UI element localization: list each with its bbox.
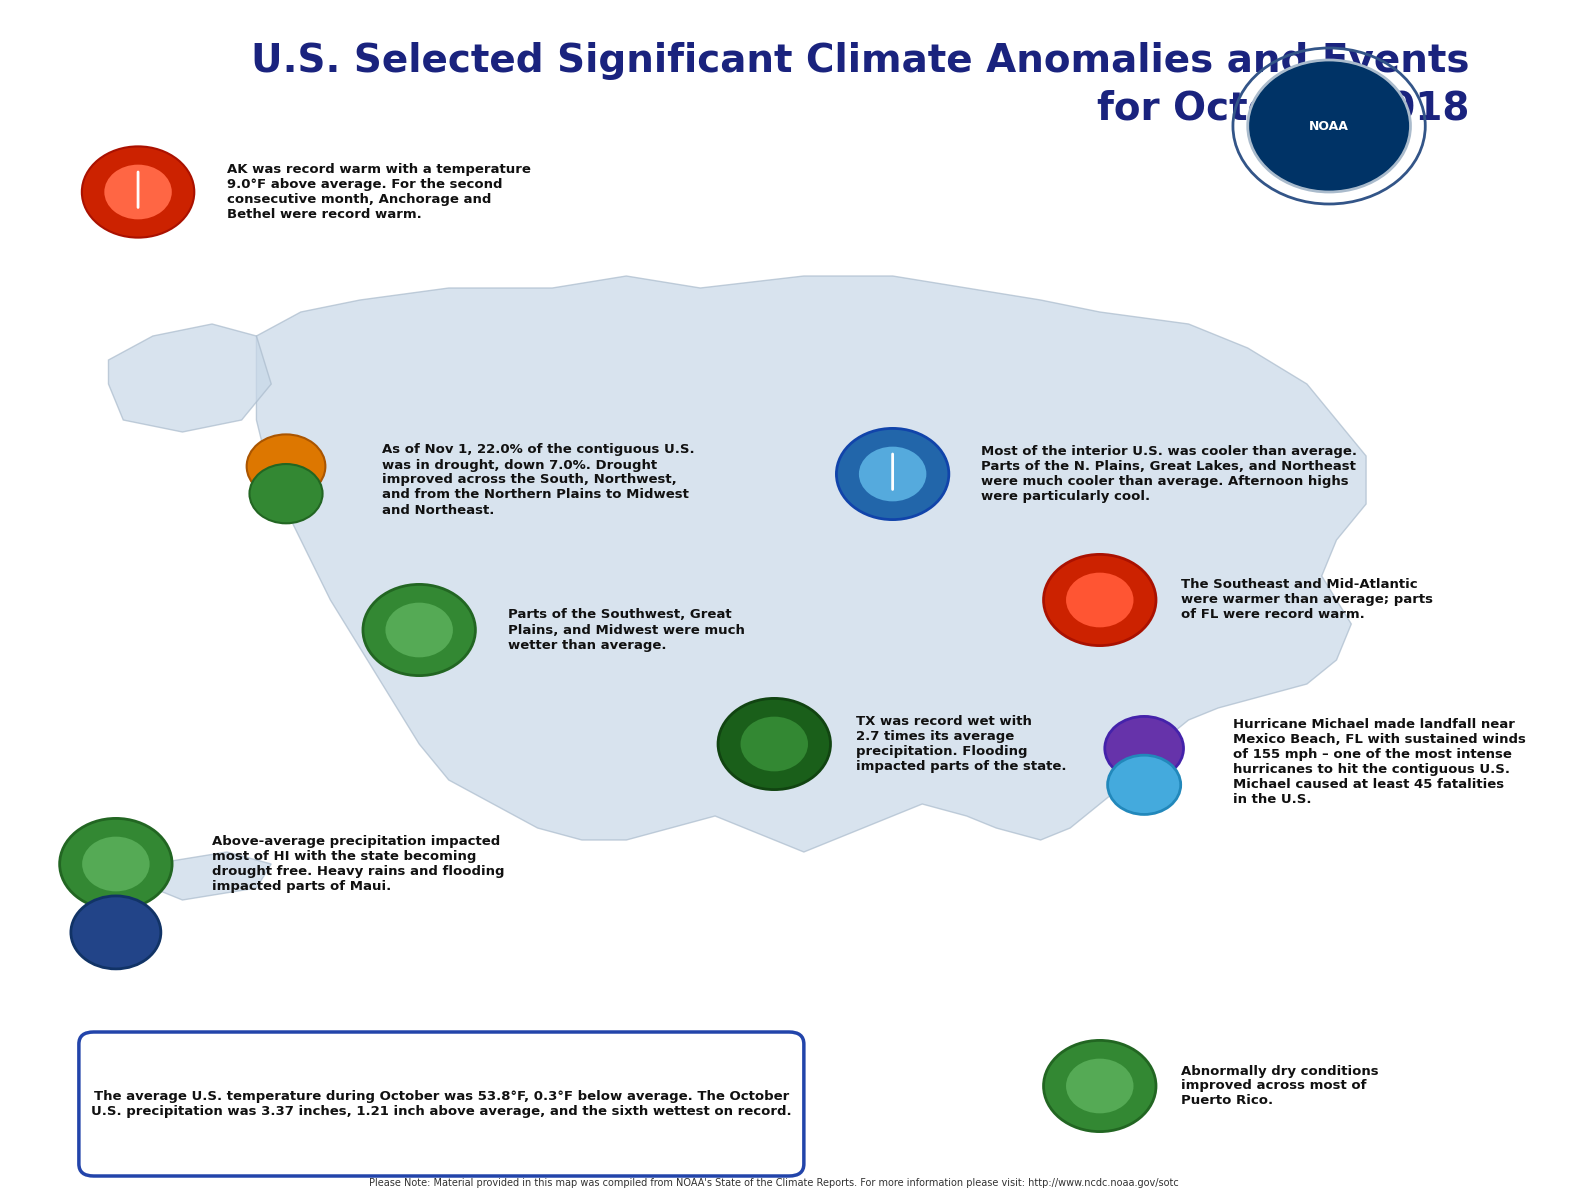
Text: The average U.S. temperature during October was 53.8°F, 0.3°F below average. The: The average U.S. temperature during Octo… bbox=[91, 1090, 792, 1118]
Text: AK was record warm with a temperature
9.0°F above average. For the second
consec: AK was record warm with a temperature 9.… bbox=[227, 163, 531, 221]
Text: As of Nov 1, 22.0% of the contiguous U.S.
was in drought, down 7.0%. Drought
imp: As of Nov 1, 22.0% of the contiguous U.S… bbox=[383, 444, 695, 516]
Circle shape bbox=[386, 602, 454, 658]
Circle shape bbox=[104, 164, 172, 220]
Circle shape bbox=[1044, 1040, 1156, 1132]
Text: NOAA: NOAA bbox=[1309, 120, 1350, 132]
Circle shape bbox=[82, 836, 150, 892]
Circle shape bbox=[740, 716, 808, 772]
FancyBboxPatch shape bbox=[79, 1032, 803, 1176]
Circle shape bbox=[718, 698, 830, 790]
Circle shape bbox=[1104, 716, 1183, 780]
Circle shape bbox=[247, 434, 326, 498]
Text: Above-average precipitation impacted
most of HI with the state becoming
drought : Above-average precipitation impacted mos… bbox=[213, 835, 504, 893]
Circle shape bbox=[1066, 572, 1134, 628]
Polygon shape bbox=[153, 852, 271, 900]
Circle shape bbox=[60, 818, 172, 910]
Polygon shape bbox=[109, 324, 271, 432]
Circle shape bbox=[858, 446, 926, 502]
Text: TX was record wet with
2.7 times its average
precipitation. Flooding
impacted pa: TX was record wet with 2.7 times its ave… bbox=[855, 715, 1066, 773]
Text: Hurricane Michael made landfall near
Mexico Beach, FL with sustained winds
of 15: Hurricane Michael made landfall near Mex… bbox=[1233, 718, 1526, 806]
Text: for October 2018: for October 2018 bbox=[1098, 90, 1469, 128]
Circle shape bbox=[82, 146, 194, 238]
Circle shape bbox=[362, 584, 476, 676]
Circle shape bbox=[249, 464, 323, 523]
Text: Abnormally dry conditions
improved across most of
Puerto Rico.: Abnormally dry conditions improved acros… bbox=[1181, 1064, 1378, 1108]
Circle shape bbox=[1107, 755, 1181, 815]
Circle shape bbox=[1247, 60, 1411, 192]
Text: Please Note: Material provided in this map was compiled from NOAA's State of the: Please Note: Material provided in this m… bbox=[370, 1178, 1180, 1188]
Text: The Southeast and Mid-Atlantic
were warmer than average; parts
of FL were record: The Southeast and Mid-Atlantic were warm… bbox=[1181, 578, 1433, 622]
Circle shape bbox=[1066, 1058, 1134, 1114]
Circle shape bbox=[836, 428, 948, 520]
Circle shape bbox=[1044, 554, 1156, 646]
Text: Most of the interior U.S. was cooler than average.
Parts of the N. Plains, Great: Most of the interior U.S. was cooler tha… bbox=[981, 445, 1358, 503]
Polygon shape bbox=[257, 276, 1366, 852]
Text: U.S. Selected Significant Climate Anomalies and Events: U.S. Selected Significant Climate Anomal… bbox=[250, 42, 1469, 80]
Text: Parts of the Southwest, Great
Plains, and Midwest were much
wetter than average.: Parts of the Southwest, Great Plains, an… bbox=[509, 608, 745, 652]
Circle shape bbox=[71, 896, 161, 968]
